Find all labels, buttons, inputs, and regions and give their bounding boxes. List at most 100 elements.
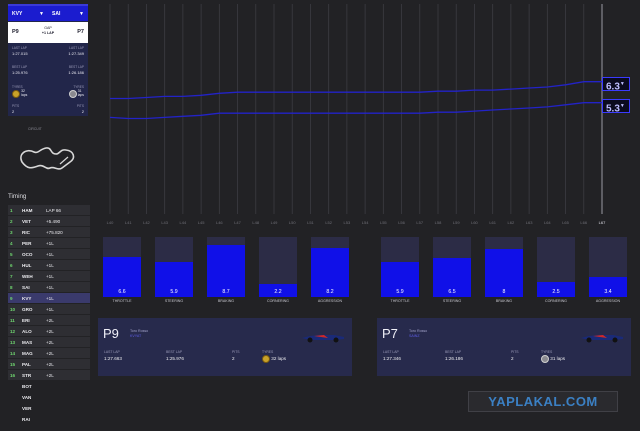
timing-position: 4 bbox=[10, 240, 13, 246]
x-tick-label: L65 bbox=[562, 220, 569, 225]
hard-tyre-icon bbox=[68, 90, 77, 98]
x-tick-label: L40 bbox=[107, 220, 114, 225]
x-tick-label: L62 bbox=[508, 220, 515, 225]
driver-select-left[interactable]: KVY ▼ bbox=[8, 6, 48, 21]
stat-bar-fill bbox=[259, 284, 297, 297]
timing-row[interactable]: 13 MAS +2L bbox=[8, 337, 90, 347]
timing-row[interactable]: 15 PAL +2L bbox=[8, 359, 90, 369]
stat-bar-value: 8.2 bbox=[326, 289, 334, 295]
card-position: P9 bbox=[103, 326, 119, 341]
timing-gap: LAP 66 bbox=[46, 207, 61, 213]
driver-card-left: P9 Toro Rosso KVYAT LAST LAP 1:27.663 BES… bbox=[98, 318, 352, 376]
timing-gap: +2L bbox=[46, 339, 54, 345]
stat-bar-label: AGGRESSION bbox=[317, 299, 343, 303]
timing-title: Timing bbox=[8, 193, 27, 200]
timing-position: 12 bbox=[10, 328, 16, 334]
timing-row[interactable]: 3 RIC +75.820 bbox=[8, 227, 90, 237]
timing-row[interactable]: 7 WEH +1L bbox=[8, 271, 90, 281]
stat-bar-fill bbox=[589, 277, 627, 297]
driver-select-right[interactable]: SAI ▼ bbox=[48, 6, 88, 21]
timing-driver-code: HUL bbox=[22, 262, 32, 268]
series-line-2 bbox=[109, 102, 602, 120]
timing-gap: +2L bbox=[46, 372, 54, 378]
timing-row[interactable]: 14 MAG +2L bbox=[8, 348, 90, 358]
x-tick-label: L66 bbox=[580, 220, 587, 225]
x-tick-label: L52 bbox=[325, 220, 332, 225]
stat-bar-fill bbox=[207, 245, 245, 297]
position-strip: P9 GAP +1 LAP P7 bbox=[8, 22, 88, 43]
soft-tyre-icon bbox=[262, 355, 270, 363]
timing-driver-code: WEH bbox=[22, 273, 33, 279]
timing-gap: +2L bbox=[46, 317, 54, 323]
x-tick-label: L56 bbox=[398, 220, 405, 225]
stat-bar-fill bbox=[381, 262, 419, 297]
stat-bar-steering: 6.5 STEERING bbox=[433, 237, 471, 303]
timing-position: 1 bbox=[10, 207, 13, 213]
stat-bar-steering: 5.9 STEERING bbox=[155, 237, 193, 303]
timing-row[interactable]: 16 STR +2L bbox=[8, 370, 90, 380]
timing-row[interactable]: 9 KVY +1L bbox=[8, 293, 90, 303]
stat-bar-label: THROTTLE bbox=[112, 299, 132, 303]
timing-driver-code: GRO bbox=[22, 306, 33, 312]
card-team: Toro Rosso bbox=[409, 329, 428, 333]
timing-position: 5 bbox=[10, 251, 13, 257]
watermark: YAPLAKAL.COM bbox=[468, 391, 618, 412]
stat-bar-aggression: 3.4 AGGRESSION bbox=[589, 237, 627, 303]
stat-bar-label: STEERING bbox=[442, 299, 462, 303]
stat-bar-fill bbox=[433, 258, 471, 297]
timing-row[interactable]: BOT bbox=[8, 381, 90, 391]
position-right: P7 bbox=[77, 29, 84, 35]
card-driver: SAINZ bbox=[409, 334, 420, 338]
timing-gap: +75.820 bbox=[46, 229, 63, 235]
timing-driver-code: KVY bbox=[22, 295, 32, 301]
stat-bar-aggression: 8.2 AGGRESSION bbox=[311, 237, 349, 303]
x-tick-label: L44 bbox=[180, 220, 187, 225]
lap-chart-svg: L40 L41 L42 L43 L44 L45 L46 L47 L48 L49 L50 L51 L52 L… bbox=[107, 4, 606, 225]
card-tyres: TYRES 31 laps bbox=[541, 350, 566, 363]
timing-row[interactable]: 5 OCO +1L bbox=[8, 249, 90, 259]
stat-bar-throttle: 6.6 THROTTLE bbox=[103, 237, 141, 303]
timing-driver-code: STR bbox=[22, 372, 32, 378]
tyres-label-left: TYRES bbox=[12, 85, 23, 89]
timing-driver-code: PER bbox=[22, 240, 32, 246]
timing-row[interactable]: 1 HAM LAP 66 bbox=[8, 205, 90, 215]
timing-gap: +1L bbox=[46, 306, 54, 312]
timing-position: 8 bbox=[10, 284, 13, 290]
timing-gap: +2L bbox=[46, 361, 54, 367]
track-map-icon bbox=[20, 147, 75, 170]
timing-position: 3 bbox=[10, 229, 13, 235]
stat-bar-fill bbox=[103, 257, 141, 297]
timing-row[interactable]: 8 SAI +1L bbox=[8, 282, 90, 292]
timing-row[interactable]: VER bbox=[8, 403, 90, 413]
timing-row[interactable]: RAI bbox=[8, 414, 90, 424]
timing-row[interactable]: 4 PER +1L bbox=[8, 238, 90, 248]
timing-row[interactable]: 11 ERI +2L bbox=[8, 315, 90, 325]
card-tyres: TYRES 32 laps bbox=[262, 350, 287, 363]
timing-position: 6 bbox=[10, 262, 13, 268]
timing-driver-code: PAL bbox=[22, 361, 31, 367]
timing-row[interactable]: 6 HUL +1L bbox=[8, 260, 90, 270]
timing-driver-code: ALO bbox=[22, 328, 32, 334]
timing-row[interactable]: VAN bbox=[8, 392, 90, 402]
stat-bar-cornering: 2.5 CORNERING bbox=[537, 237, 575, 303]
stats-left: 6.6 THROTTLE 5.9 STEERING 8.7 BRAKING 2.2 CORNE… bbox=[103, 237, 353, 305]
timing-gap: +1L bbox=[46, 284, 54, 290]
timing-driver-code: OCO bbox=[22, 251, 33, 257]
timing-row[interactable]: 10 GRO +1L bbox=[8, 304, 90, 314]
timing-position: 2 bbox=[10, 218, 13, 224]
x-tick-label: L49 bbox=[271, 220, 278, 225]
timing-list: 1 HAM LAP 66 2 VET +5.490 3 RIC +75.820 4 PER +1L 5 O… bbox=[8, 205, 90, 425]
driver-card-right: P7 Toro Rosso SAINZ LAST LAP 1:27.346 BES… bbox=[377, 318, 631, 376]
best-lap-label-right: BEST LAP bbox=[68, 65, 84, 69]
timing-position: 7 bbox=[10, 273, 13, 279]
timing-row[interactable]: 12 ALO +2L bbox=[8, 326, 90, 336]
timing-row[interactable]: 2 VET +5.490 bbox=[8, 216, 90, 226]
hard-tyre-icon bbox=[541, 355, 549, 363]
car-icon bbox=[302, 335, 344, 343]
x-tick-label: L67 bbox=[599, 220, 606, 225]
track-label: CIRCUIT bbox=[28, 127, 42, 131]
card-best-lap: BEST LAP 1:26.186 bbox=[445, 350, 463, 361]
timing-driver-code: RIC bbox=[22, 229, 30, 235]
chevron-down-icon: ▼ bbox=[79, 10, 84, 17]
x-tick-label: L50 bbox=[289, 220, 296, 225]
